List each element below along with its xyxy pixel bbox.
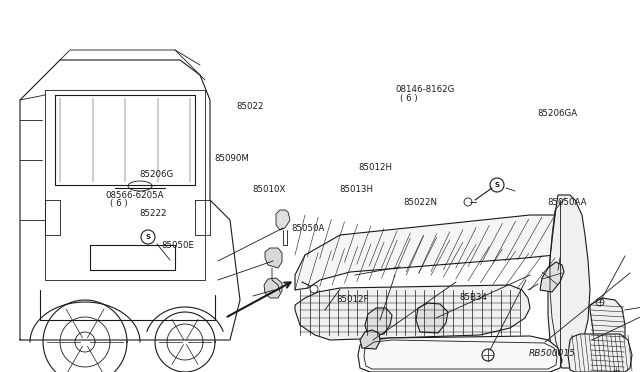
Text: S: S xyxy=(145,234,150,240)
Text: ( 6 ): ( 6 ) xyxy=(110,199,128,208)
Text: 85022N: 85022N xyxy=(403,198,437,207)
Polygon shape xyxy=(264,278,282,298)
Text: 85206G: 85206G xyxy=(140,170,174,179)
Polygon shape xyxy=(276,210,290,230)
Text: 85013H: 85013H xyxy=(339,185,373,194)
Polygon shape xyxy=(365,308,392,336)
Polygon shape xyxy=(360,330,380,349)
Text: 85206GA: 85206GA xyxy=(538,109,578,118)
Text: 85022: 85022 xyxy=(237,102,264,110)
Polygon shape xyxy=(295,285,530,340)
Text: 08566-6205A: 08566-6205A xyxy=(106,191,164,200)
Text: RB500015: RB500015 xyxy=(529,349,576,358)
Text: 85222: 85222 xyxy=(140,209,167,218)
Polygon shape xyxy=(590,298,625,372)
Text: 85050AA: 85050AA xyxy=(547,198,587,207)
Text: 85012F: 85012F xyxy=(337,295,369,304)
Text: 85050E: 85050E xyxy=(161,241,195,250)
Polygon shape xyxy=(295,215,580,290)
Text: 85010X: 85010X xyxy=(253,185,286,194)
Text: 85050A: 85050A xyxy=(292,224,325,233)
Polygon shape xyxy=(358,336,562,372)
Polygon shape xyxy=(568,334,632,372)
Text: ( 6 ): ( 6 ) xyxy=(400,94,418,103)
Text: 85B34: 85B34 xyxy=(460,293,488,302)
Text: 85012H: 85012H xyxy=(358,163,392,172)
Text: S: S xyxy=(495,182,499,188)
Polygon shape xyxy=(265,248,282,268)
Polygon shape xyxy=(540,262,564,292)
Polygon shape xyxy=(548,195,590,368)
Text: 85090M: 85090M xyxy=(214,154,249,163)
Polygon shape xyxy=(416,303,448,333)
Text: 08146-8162G: 08146-8162G xyxy=(396,85,455,94)
